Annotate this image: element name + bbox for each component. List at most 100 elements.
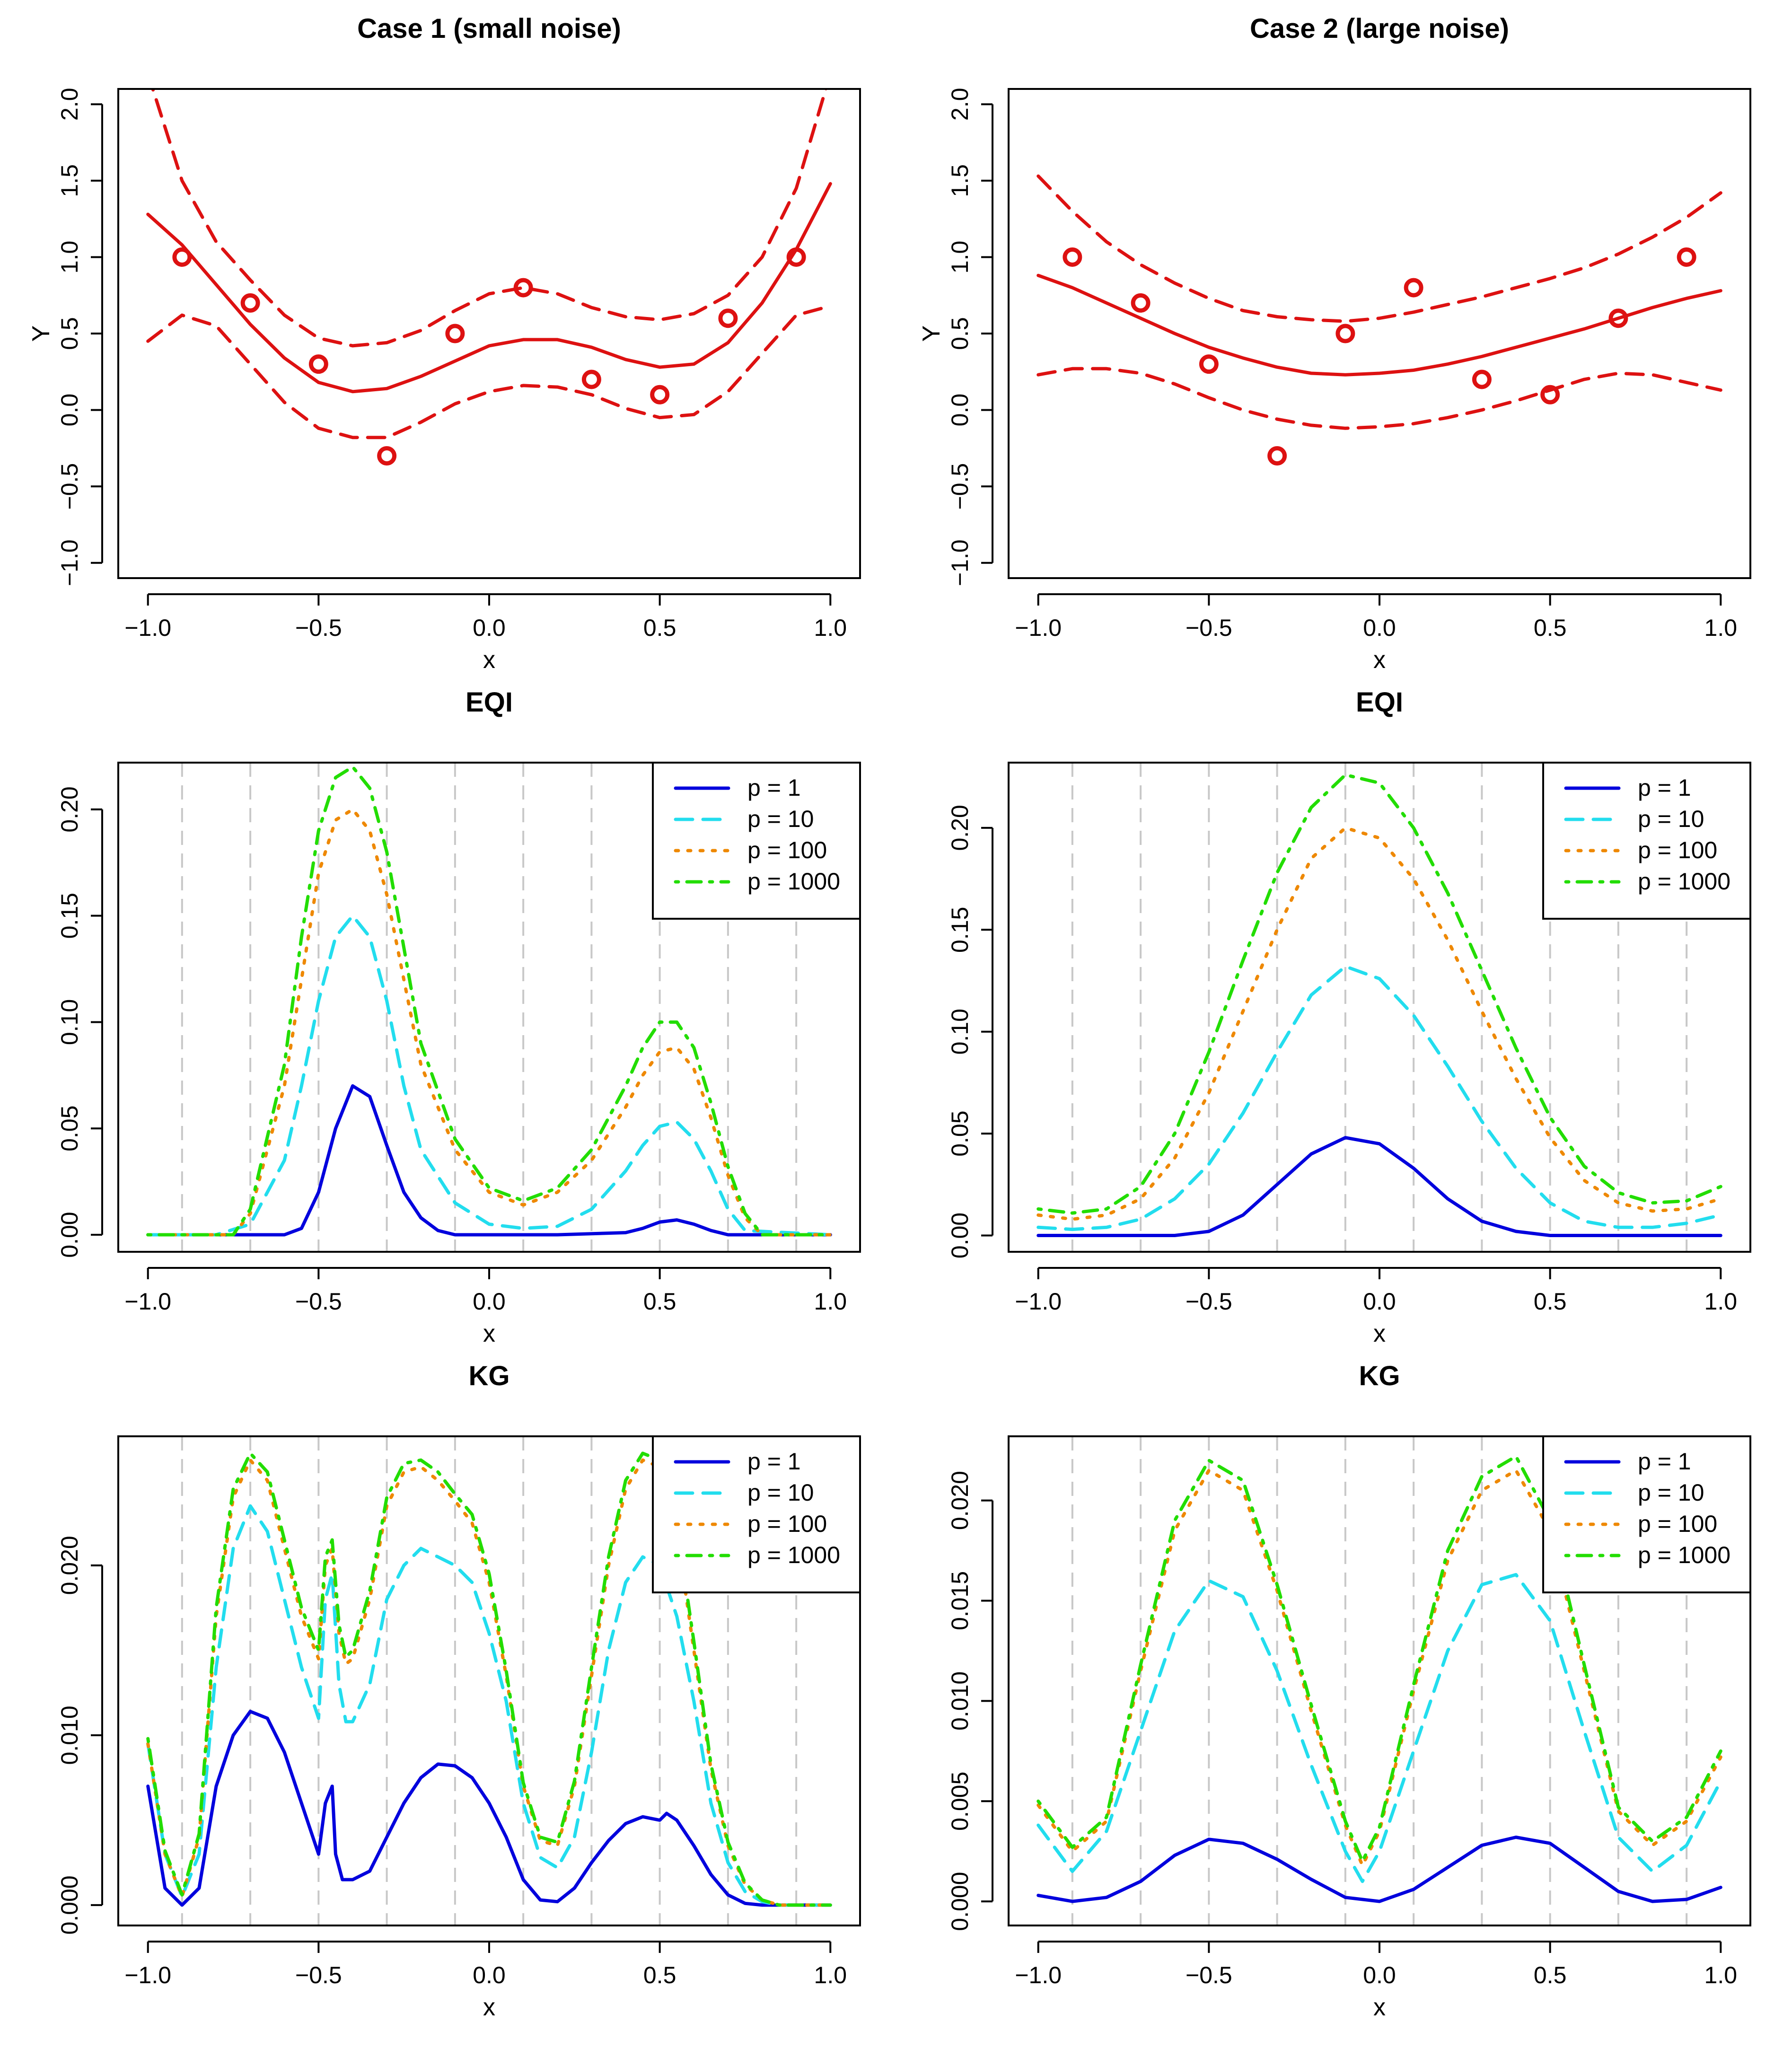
chart6-xtick-label-4: 1.0 (1704, 1962, 1738, 1988)
chart2-xlabel: x (1373, 646, 1386, 674)
chart3-xtick-label-1: −0.5 (295, 1288, 342, 1315)
chart2-point-5 (1406, 280, 1421, 295)
chart1-series-1 (148, 74, 831, 346)
chart5-legend-label-1: p = 10 (747, 1479, 814, 1506)
chart2-xtick-label-4: 1.0 (1704, 615, 1738, 641)
chart6: KG −1.0 −0.5 0.0 0.5 1.0 x 0.000 0.005 0.010 0.015… (947, 1361, 1750, 2021)
chart3-legend-label-2: p = 100 (747, 837, 827, 863)
chart1-ytick-label-1: −0.5 (56, 463, 83, 510)
chart2-point-6 (1474, 372, 1489, 387)
chart2-point-4 (1338, 326, 1353, 341)
chart5-xtick-label-2: 0.0 (473, 1962, 506, 1988)
chart2-ytick-label-2: 0.0 (947, 394, 973, 427)
chart3-ytick-label-3: 0.15 (56, 893, 83, 939)
chart1-point-3 (379, 448, 395, 464)
chart6-xtick-label-2: 0.0 (1363, 1962, 1396, 1988)
chart2-xtick-label-1: −0.5 (1186, 615, 1232, 641)
chart3-title: EQI (466, 687, 513, 718)
chart2-ytick-label-4: 1.0 (947, 241, 973, 274)
chart4-xtick-label-1: −0.5 (1186, 1288, 1232, 1315)
chart3-xtick-label-0: −1.0 (124, 1288, 171, 1315)
chart5-xtick-label-1: −0.5 (295, 1962, 342, 1988)
chart1-ytick-label-6: 2.0 (56, 88, 83, 121)
chart1-point-0 (175, 249, 190, 264)
chart5-legend-label-3: p = 1000 (747, 1542, 840, 1568)
chart1-frame (118, 89, 860, 578)
chart4-ytick-label-4: 0.20 (947, 805, 973, 851)
chart6-legend-label-1: p = 10 (1638, 1479, 1704, 1506)
chart2-point-1 (1133, 295, 1148, 310)
chart5-xtick-label-0: −1.0 (124, 1962, 171, 1988)
chart6-legend-label-3: p = 1000 (1638, 1542, 1731, 1568)
chart3-legend: p = 1 p = 10 p = 100 p = 1000 (653, 763, 860, 919)
chart5-legend-label-0: p = 1 (747, 1448, 801, 1475)
chart6-xtick-label-0: −1.0 (1015, 1962, 1062, 1988)
chart3-xlabel: x (483, 1320, 495, 1347)
chart1-ytick-label-0: −1.0 (56, 539, 83, 586)
chart1-point-6 (584, 372, 599, 387)
chart2-point-0 (1065, 249, 1080, 264)
chart6-xtick-label-3: 0.5 (1534, 1962, 1567, 1988)
chart1-ylabel: Y (27, 325, 55, 342)
chart2-ytick-label-1: −0.5 (947, 463, 973, 510)
chart5-ytick-label-1: 0.010 (56, 1705, 83, 1765)
chart1-point-8 (720, 311, 736, 326)
chart6-xlabel: x (1373, 1994, 1386, 2021)
chart1-xtick-label-0: −1.0 (124, 615, 171, 641)
figure: Case 1 (small noise)−1.0 −0.5 0.0 0.5 1.0x−1… (0, 0, 1792, 2057)
chart2-frame (1009, 89, 1750, 578)
chart2-ytick-label-6: 2.0 (947, 88, 973, 121)
chart2: Case 2 (large noise) −1.0 −0.5 0.0 0.5 1.0 x −1… (918, 13, 1750, 674)
chart6-legend-label-0: p = 1 (1638, 1448, 1691, 1475)
chart1-ytick-label-2: 0.0 (56, 394, 83, 427)
chart5-legend-label-2: p = 100 (747, 1511, 827, 1537)
chart1-series-0 (148, 184, 831, 392)
chart4-legend-label-0: p = 1 (1638, 774, 1691, 801)
chart1-point-2 (311, 357, 326, 372)
chart2-point-3 (1270, 448, 1285, 464)
chart4-xtick-label-2: 0.0 (1363, 1288, 1396, 1315)
chart6-xtick-label-1: −0.5 (1186, 1962, 1232, 1988)
chart3-ytick-label-4: 0.20 (56, 786, 83, 832)
chart3-legend-label-0: p = 1 (747, 774, 801, 801)
chart5-ytick-label-0: 0.000 (56, 1875, 83, 1934)
chart2-series-1 (1038, 176, 1721, 321)
chart4-ytick-label-0: 0.00 (947, 1213, 973, 1258)
chart1-xtick-label-3: 0.5 (643, 615, 676, 641)
chart3-xtick-label-2: 0.0 (473, 1288, 506, 1315)
chart4-ytick-label-3: 0.15 (947, 907, 973, 953)
chart1-ytick-label-3: 0.5 (56, 317, 83, 350)
chart5-xtick-label-4: 1.0 (814, 1962, 847, 1988)
chart1-point-7 (652, 387, 668, 402)
chart1-xtick-label-4: 1.0 (814, 615, 847, 641)
chart2-xtick-label-2: 0.0 (1363, 615, 1396, 641)
chart6-legend-label-2: p = 100 (1638, 1511, 1717, 1537)
chart4-legend: p = 1 p = 10 p = 100 p = 1000 (1543, 763, 1750, 919)
chart2-ytick-label-3: 0.5 (947, 317, 973, 350)
chart1-xlabel: x (483, 646, 495, 674)
chart5-ytick-label-2: 0.020 (56, 1536, 83, 1595)
chart4-legend-label-3: p = 1000 (1638, 868, 1731, 895)
chart5-title: KG (469, 1361, 510, 1391)
chart4: EQI−1.0 −0.5 0.0 0.5 1.0x0.000.050.100.150.2… (947, 687, 1750, 1347)
chart4-xtick-label-0: −1.0 (1015, 1288, 1062, 1315)
chart3: EQI−1.0 −0.5 0.0 0.5 1.0x0.000.050.100.150.2… (56, 687, 860, 1347)
chart4-xtick-label-3: 0.5 (1534, 1288, 1567, 1315)
chart6-ytick-label-1: 0.005 (947, 1772, 973, 1831)
chart4-series-1 (1038, 967, 1721, 1230)
chart5-xlabel: x (483, 1994, 495, 2021)
chart3-legend-label-1: p = 10 (747, 806, 814, 832)
chart4-ytick-label-2: 0.10 (947, 1009, 973, 1055)
chart1-ytick-label-4: 1.0 (56, 241, 83, 274)
chart3-legend-label-3: p = 1000 (747, 868, 840, 895)
chart6-ytick-label-3: 0.015 (947, 1571, 973, 1630)
chart2-ytick-label-5: 1.5 (947, 164, 973, 197)
chart4-ytick-label-1: 0.05 (947, 1110, 973, 1156)
chart2-xtick-label-0: −1.0 (1015, 615, 1062, 641)
chart4-xlabel: x (1373, 1320, 1386, 1347)
chart1: Case 1 (small noise) −1.0 −0.5 0.0 0.5 1.0 x −1… (27, 13, 860, 674)
chart1-xtick-label-1: −0.5 (295, 615, 342, 641)
chart4-legend-label-2: p = 100 (1638, 837, 1717, 863)
chart6-ytick-label-4: 0.020 (947, 1471, 973, 1530)
chart2-ylabel: Y (918, 325, 945, 342)
